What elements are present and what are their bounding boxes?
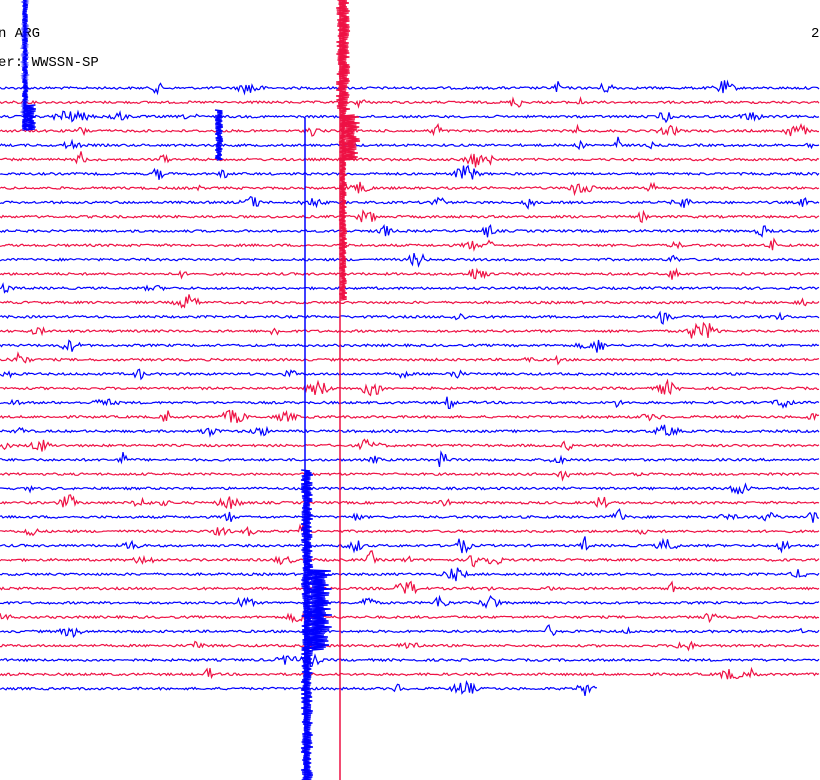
- trace: [0, 237, 820, 252]
- trace: [0, 396, 820, 410]
- trace: [0, 267, 820, 280]
- trace: [0, 409, 820, 424]
- trace: [0, 79, 820, 96]
- trace: [0, 109, 820, 124]
- trace: [0, 122, 820, 137]
- trace: [0, 378, 820, 397]
- trace: [0, 624, 820, 638]
- trace: [0, 223, 820, 238]
- trace: [0, 523, 820, 538]
- date-label: 2: [811, 26, 819, 42]
- trace: [0, 536, 820, 554]
- seismic-event: [338, 109, 348, 301]
- trace: [0, 567, 820, 582]
- trace: [0, 164, 820, 180]
- trace: [0, 351, 820, 366]
- trace: [0, 550, 820, 568]
- trace: [0, 494, 820, 509]
- seismic-event: [336, 0, 351, 111]
- trace: [0, 594, 820, 610]
- trace: [0, 640, 820, 652]
- trace: [0, 136, 820, 151]
- trace: [0, 181, 820, 197]
- trace: [0, 424, 820, 438]
- trace: [0, 666, 820, 680]
- trace: [0, 282, 820, 294]
- trace: [0, 653, 820, 668]
- trace: [0, 310, 820, 325]
- station-label: n ARG: [0, 26, 40, 42]
- seismic-event: [304, 569, 332, 651]
- seismic-event: [214, 109, 224, 161]
- trace: [0, 368, 820, 381]
- trace: [0, 482, 820, 495]
- filter-label: er: WWSSN-SP: [0, 55, 99, 71]
- trace: [0, 580, 820, 595]
- trace: [0, 95, 820, 109]
- trace: [0, 294, 820, 309]
- trace: [0, 321, 820, 339]
- trace: [0, 470, 820, 482]
- trace: [0, 508, 820, 523]
- trace: [0, 438, 820, 452]
- trace: [0, 252, 820, 268]
- trace: [0, 680, 598, 697]
- seismic-event: [19, 0, 31, 131]
- seismic-event: [24, 104, 36, 131]
- trace: [0, 450, 820, 468]
- trace: [0, 339, 820, 353]
- seismic-event: [340, 114, 361, 161]
- trace: [0, 612, 820, 624]
- trace: [0, 195, 820, 210]
- trace: [0, 151, 820, 168]
- trace: [0, 209, 820, 224]
